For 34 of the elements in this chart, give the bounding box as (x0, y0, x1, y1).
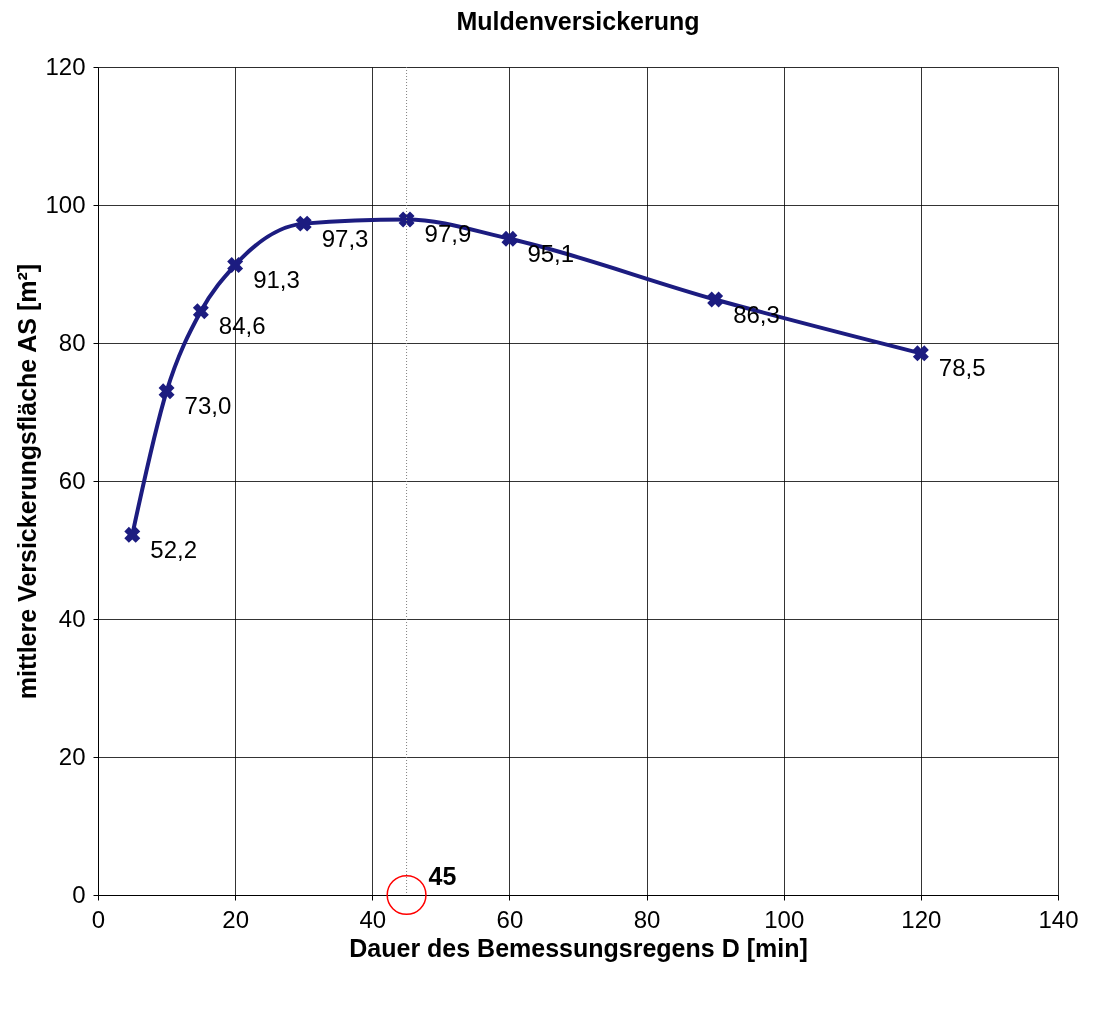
y-tick-label: 100 (45, 190, 86, 218)
y-tick-label: 80 (58, 328, 86, 356)
data-label: 91,3 (253, 266, 300, 294)
point (124, 526, 141, 543)
x-tick-label: 100 (764, 905, 805, 933)
point (501, 230, 518, 247)
point (707, 291, 724, 308)
data-label: 73,0 (184, 392, 232, 420)
y-tick-label: 120 (45, 52, 86, 80)
x-tick-label: 40 (359, 905, 387, 933)
y-tick-label: 0 (72, 880, 86, 908)
point (192, 303, 209, 320)
point (158, 383, 175, 400)
x-tick-label: 80 (633, 905, 661, 933)
chart-title: Muldenversickerung (456, 7, 700, 35)
data-label: 52,2 (150, 535, 197, 563)
x-tick-label: 0 (91, 905, 106, 933)
point (398, 211, 415, 228)
y-axis-title: mittlere Versickerungsfläche AS [m²] (13, 263, 42, 700)
data-label: 97,9 (424, 220, 472, 248)
data-label: 97,3 (321, 224, 369, 252)
x-axis-title: Dauer des Bemessungsregens D [min] (349, 933, 808, 962)
point (912, 345, 929, 362)
y-tick-label: 40 (58, 604, 86, 632)
x-tick-label: 60 (496, 905, 524, 933)
x-tick-label: 20 (222, 905, 249, 933)
y-tick-label: 20 (58, 742, 86, 770)
point (227, 257, 244, 274)
point (295, 215, 312, 232)
x-tick-label: 120 (901, 905, 942, 933)
data-label: 78,5 (938, 354, 986, 382)
x-tick-label: 140 (1038, 905, 1079, 933)
annotation: 45 (428, 862, 457, 890)
y-tick-label: 60 (58, 466, 86, 494)
